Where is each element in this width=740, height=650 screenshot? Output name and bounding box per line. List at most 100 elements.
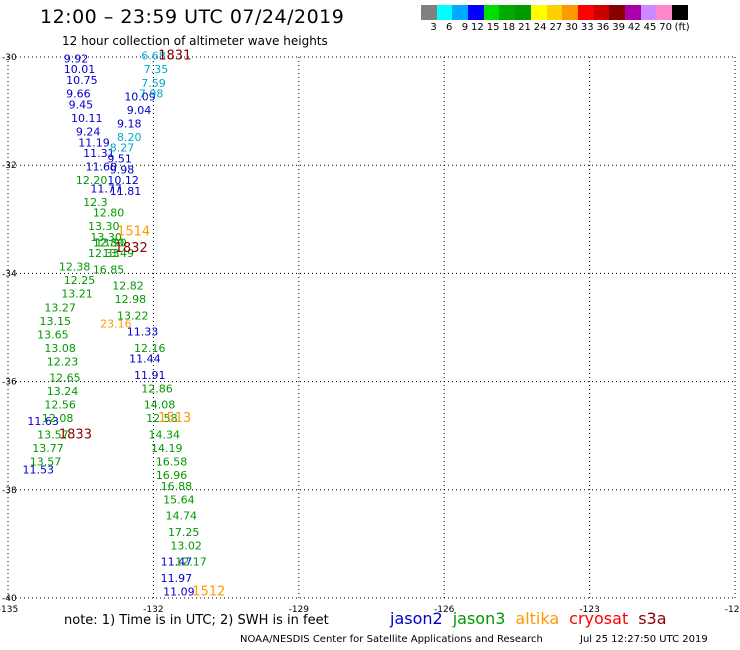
wave-height-label: 14.19 [151,442,183,455]
wave-height-label: 23.16 [100,318,132,331]
wave-height-label: 11.09 [163,585,195,598]
wave-height-label: 9.92 [64,52,88,65]
wave-height-label: 11.63 [27,415,58,428]
wave-height-label: 12.25 [64,274,95,287]
wave-height-label: 11.60 [86,161,118,174]
x-tick-label: -135 [0,605,18,615]
wave-height-label: 10.09 [124,90,156,103]
wave-height-label: 12.3 [83,196,108,209]
wave-height-label: 16.58 [156,455,188,468]
wave-height-label: 13.30 [88,220,120,233]
wave-height-label: 13.30 [90,231,122,244]
generated-timestamp: Jul 25 12:27:50 UTC 2019 [580,634,708,645]
wave-height-label: 8.27 [110,142,135,155]
wave-height-label: 7.98 [139,88,164,101]
legend-swatch [436,5,453,20]
wave-height-label: 11.44 [129,353,161,366]
color-scale-labels: 3 6 9 12 15 18 21 24 27 30 33 36 39 42 45 70 (ft) [421,22,690,33]
legend-swatch [468,5,484,20]
wave-height-label: 11.77 [90,182,122,195]
wave-height-label: 11.81 [110,185,142,198]
footer-note: note: 1) Time is in UTC; 2) SWH is in fe… [64,613,329,628]
pass-number-label: 1831 [158,49,191,64]
legend-label: 36 [596,22,610,33]
wave-height-label: 9.18 [117,117,142,130]
legend-swatch [624,5,641,20]
wave-height-label: 13.22 [117,309,149,322]
wave-height-label: 12.33 [88,247,120,260]
wave-height-label: 13.90 [95,236,127,249]
satellite-legend: jason2 jason3 altika cryosat s3a [390,609,677,628]
satellite-legend-altika: altika [515,609,560,628]
x-tick-label: -120 [725,605,740,615]
x-tick-label: -123 [579,605,599,615]
wave-height-label: 13.57 [37,428,69,441]
legend-swatch [546,5,563,20]
wave-height-label: 10.12 [107,174,138,187]
wave-height-label: 12.17 [175,556,207,569]
x-tick-label: -129 [289,605,310,615]
wave-height-label: 14.74 [166,510,198,523]
credit-line: NOAA/NESDIS Center for Satellite Applica… [240,634,543,645]
wave-height-label: 12.56 [44,399,76,412]
wave-height-label: 9.45 [69,98,94,111]
legend-label: 24 [533,22,547,33]
wave-height-label: 12.20 [76,174,108,187]
wave-height-label: 12.82 [112,280,144,293]
wave-height-label: 12.16 [134,342,166,355]
wave-height-label: 8.20 [117,131,142,144]
wave-height-label: 11.33 [127,326,159,339]
y-tick-label: -38 [2,486,17,496]
wave-height-label: 12.38 [59,261,91,274]
wave-height-label: 12.98 [115,293,147,306]
wave-height-label: 16.96 [156,469,188,482]
y-tick-label: -32 [2,161,17,171]
map-title: 12:00 – 23:59 UTC 07/24/2019 [40,6,345,28]
satellite-legend-s3a: s3a [638,609,667,628]
wave-height-label: 13.15 [40,315,72,328]
wave-height-label: 10.11 [71,112,103,125]
y-tick-label: -36 [2,378,17,388]
wave-height-label: 12.80 [93,236,125,249]
wave-height-label: 12.08 [42,412,74,425]
wave-height-label: 14.08 [144,399,176,412]
legend-unit: (ft) [674,22,690,33]
wave-height-label: 11.47 [161,556,193,569]
wave-height-label: 12.86 [141,382,173,395]
wave-height-label: 13.27 [44,301,76,314]
wave-height-label: 13.77 [32,442,64,455]
wave-height-label: 12.23 [47,355,78,368]
legend-swatch [530,5,547,20]
y-tick-label: -40 [2,594,17,604]
wave-height-label: 10.01 [64,63,95,76]
wave-height-label: 16.88 [161,480,193,493]
wave-height-label: 17.25 [168,526,200,539]
wave-height-label: 14.34 [149,428,181,441]
legend-swatch [483,5,500,20]
legend-label: 18 [502,22,516,33]
wave-height-label: 11.31 [83,147,115,160]
legend-label: 12 [471,22,484,33]
wave-height-label: 11.53 [23,464,55,477]
color-scale-legend [421,5,688,20]
legend-swatch [499,5,516,20]
x-tick-label: -132 [143,605,163,615]
wave-height-label: 13.65 [37,328,69,341]
wave-height-label: 16.85 [93,263,125,276]
legend-swatch [672,5,688,20]
pass-number-label: 1514 [117,225,150,240]
legend-swatch [452,5,469,20]
wave-height-label: 9.04 [127,104,152,117]
x-tick-label: -126 [434,605,455,615]
legend-label: 15 [486,22,500,33]
y-tick-label: -30 [2,53,17,63]
satellite-legend-cryosat: cryosat [569,609,629,628]
wave-height-label: 12.80 [93,207,125,220]
wave-height-label: 11.97 [161,572,193,585]
wave-height-label: 9.66 [66,88,91,101]
pass-number-label: 1833 [59,427,92,442]
legend-label: 30 [565,22,578,33]
legend-swatch [593,5,610,20]
legend-swatch [609,5,625,20]
